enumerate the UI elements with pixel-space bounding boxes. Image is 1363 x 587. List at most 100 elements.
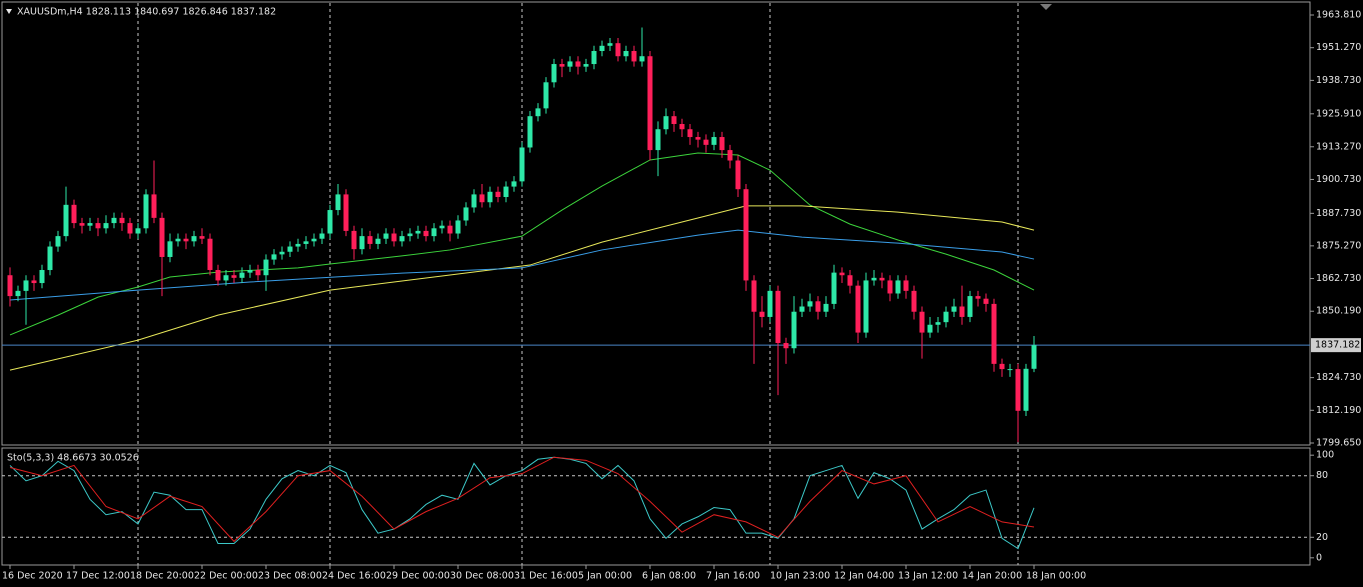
indicator-line bbox=[9, 205, 1035, 371]
y-tick-label: 1875.270 bbox=[1316, 240, 1361, 251]
x-tick-label: 18 Dec 20:00 bbox=[130, 571, 194, 582]
candle-body bbox=[503, 186, 509, 198]
candle-body bbox=[863, 280, 869, 333]
candle-body bbox=[175, 238, 181, 242]
candle-body bbox=[615, 43, 621, 57]
candle-body bbox=[687, 129, 693, 138]
y-tick-label: 80 bbox=[1316, 470, 1328, 481]
candle-body bbox=[663, 116, 669, 130]
y-tick-label: 1963.810 bbox=[1316, 10, 1361, 21]
indicator-title: Sto(5,3,3) 48.6673 30.0526 bbox=[7, 453, 139, 464]
y-tick-label: 1799.650 bbox=[1316, 438, 1361, 449]
chart-title: XAUUSDm,H4 1828.113 1840.697 1826.846 18… bbox=[17, 7, 276, 18]
candle-body bbox=[343, 194, 349, 231]
candle-body bbox=[879, 277, 885, 281]
candle-body bbox=[375, 238, 381, 244]
candle-body bbox=[391, 233, 397, 242]
candle-body bbox=[143, 194, 149, 229]
candle-body bbox=[15, 290, 21, 297]
candle-body bbox=[591, 51, 597, 65]
candle-body bbox=[1015, 369, 1021, 411]
candle-body bbox=[911, 290, 917, 312]
candle-body bbox=[31, 280, 37, 284]
candle-body bbox=[535, 108, 541, 117]
candle-body bbox=[199, 236, 205, 239]
candle-body bbox=[239, 272, 245, 278]
candle-body bbox=[919, 311, 925, 333]
candle-body bbox=[751, 280, 757, 312]
candle-body bbox=[711, 137, 717, 145]
candle-body bbox=[871, 277, 877, 281]
candle-body bbox=[567, 61, 573, 67]
y-tick-label: 1900.730 bbox=[1316, 174, 1361, 185]
candle-body bbox=[543, 82, 549, 109]
candle-body bbox=[735, 160, 741, 190]
x-tick-label: 7 Jan 16:00 bbox=[706, 571, 760, 582]
candle-body bbox=[975, 296, 981, 299]
candle-body bbox=[495, 191, 501, 198]
candle-body bbox=[127, 223, 133, 234]
chart-shift-marker[interactable] bbox=[1040, 4, 1052, 10]
candle-body bbox=[743, 189, 749, 281]
y-tick-label: 1913.270 bbox=[1316, 141, 1361, 152]
candle-body bbox=[87, 223, 93, 226]
candle-body bbox=[831, 272, 837, 304]
candle-body bbox=[327, 210, 333, 234]
stochastic-panel bbox=[1, 447, 1311, 566]
candle-body bbox=[775, 290, 781, 344]
candle-body bbox=[439, 225, 445, 229]
price-label-box bbox=[1311, 338, 1361, 353]
candle-body bbox=[399, 236, 405, 242]
candle-body bbox=[55, 236, 61, 247]
candle-body bbox=[407, 233, 413, 237]
candle-body bbox=[351, 230, 357, 250]
indicator-line bbox=[9, 229, 1035, 301]
x-tick-label: 5 Jan 00:00 bbox=[578, 571, 632, 582]
candle-body bbox=[807, 301, 813, 307]
candle-body bbox=[703, 139, 709, 145]
candle-body bbox=[447, 225, 453, 234]
candle-body bbox=[583, 64, 589, 67]
candle-body bbox=[479, 194, 485, 203]
candle-body bbox=[887, 280, 893, 294]
candle-body bbox=[191, 236, 197, 242]
x-tick-label: 30 Dec 08:00 bbox=[450, 571, 514, 582]
candle-body bbox=[431, 228, 437, 237]
candle-body bbox=[783, 343, 789, 349]
candle-body bbox=[791, 311, 797, 349]
candle-body bbox=[935, 322, 941, 325]
y-tick-label: 1862.730 bbox=[1316, 273, 1361, 284]
x-tick-label: 17 Dec 12:00 bbox=[66, 571, 130, 582]
candle-body bbox=[287, 246, 293, 252]
indicator-line bbox=[9, 152, 1035, 336]
candle-body bbox=[303, 241, 309, 244]
y-tick-label: 20 bbox=[1316, 532, 1328, 543]
y-tick-label: 1812.190 bbox=[1316, 405, 1361, 416]
candle-body bbox=[367, 236, 373, 244]
symbol-menu-arrow[interactable] bbox=[6, 9, 12, 14]
candle-body bbox=[527, 116, 533, 148]
candle-body bbox=[855, 285, 861, 333]
candle-body bbox=[799, 306, 805, 312]
candle-body bbox=[767, 290, 773, 317]
y-tick-label: 1951.270 bbox=[1316, 42, 1361, 53]
candle-body bbox=[671, 116, 677, 125]
candle-body bbox=[295, 243, 301, 247]
candle-body bbox=[247, 270, 253, 273]
candle-body bbox=[575, 61, 581, 67]
candle-body bbox=[647, 56, 653, 151]
candle-body bbox=[759, 311, 765, 317]
candle-body bbox=[103, 223, 109, 229]
y-tick-label: 1850.190 bbox=[1316, 306, 1361, 317]
candle-body bbox=[271, 254, 277, 260]
x-tick-label: 10 Jan 23:00 bbox=[770, 571, 830, 582]
candle-body bbox=[695, 137, 701, 140]
x-tick-label: 23 Dec 08:00 bbox=[258, 571, 322, 582]
y-tick-label: 0 bbox=[1316, 552, 1322, 563]
candle-body bbox=[607, 43, 613, 46]
candle-body bbox=[23, 280, 29, 291]
candle-body bbox=[383, 233, 389, 239]
candle-body bbox=[967, 296, 973, 317]
candle-body bbox=[159, 217, 165, 257]
